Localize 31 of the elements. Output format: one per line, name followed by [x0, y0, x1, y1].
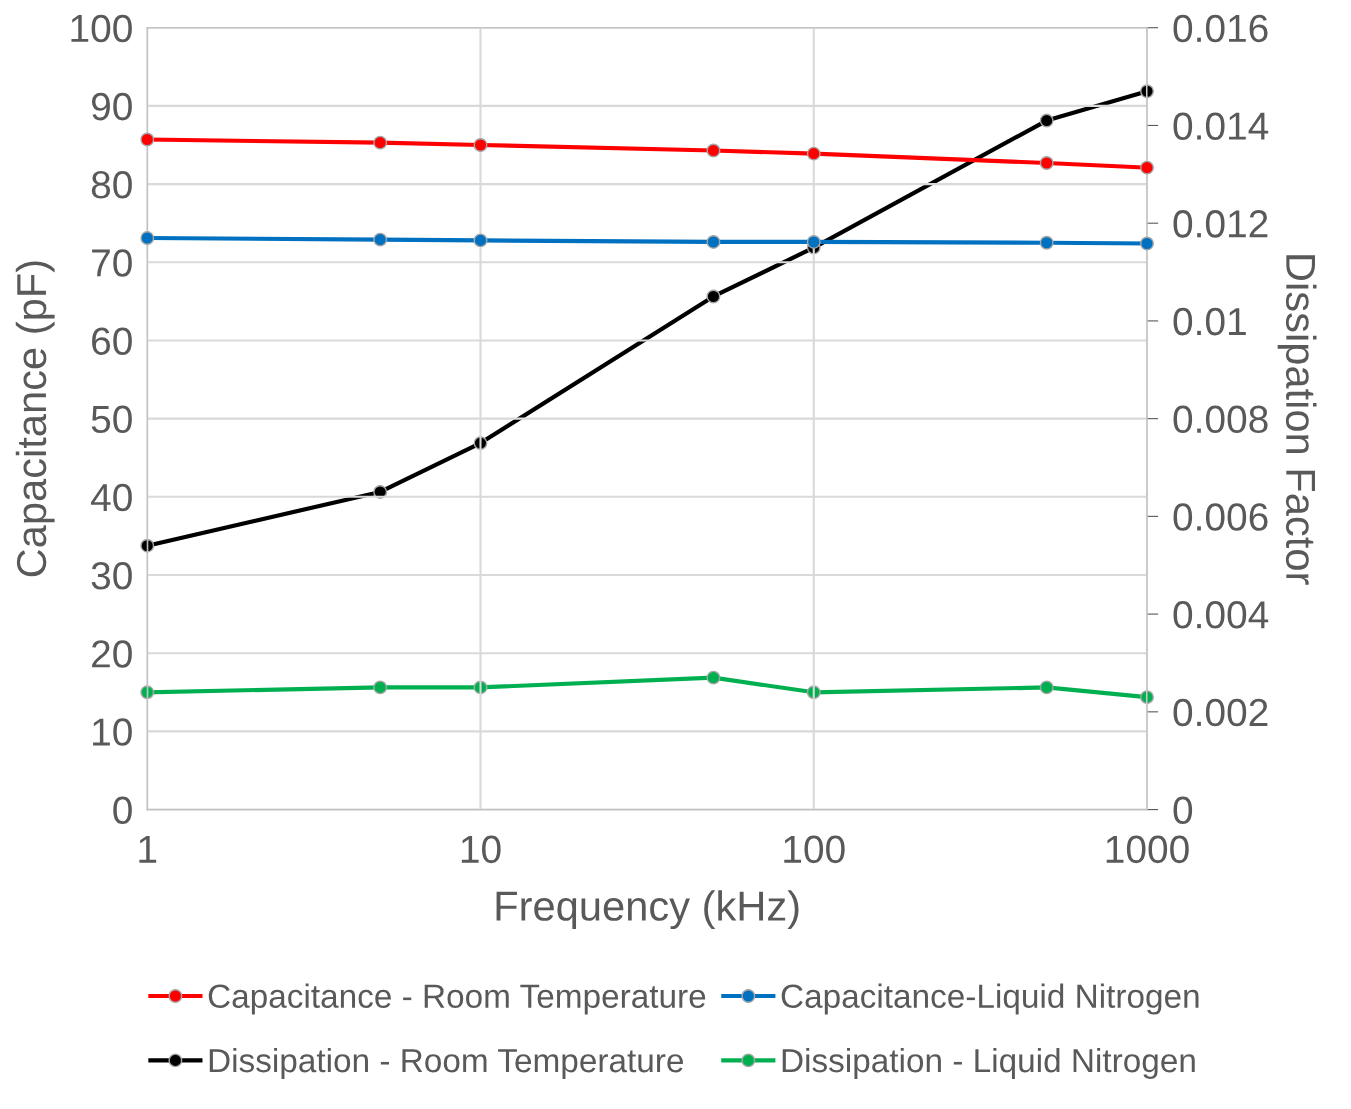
y2-tick-label: 0.004	[1173, 601, 1269, 629]
y2-tick-label: 0	[1173, 796, 1193, 825]
y2-tick-label: 0.002	[1173, 698, 1268, 727]
y2-tick-label: 0.006	[1173, 503, 1268, 531]
y-tick-label: 20	[92, 640, 132, 668]
x-tick-label: 1	[139, 836, 157, 863]
legend-label: Capacitance-Liquid Nitrogen	[781, 983, 1199, 1015]
y-tick-label: 80	[91, 171, 132, 199]
y2-tick-label: 0.014	[1173, 112, 1269, 140]
y-tick-label: 50	[91, 405, 132, 434]
y-tick-label: 40	[91, 483, 132, 512]
legend-label: Dissipation - Liquid Nitrogen	[782, 1047, 1195, 1079]
x-axis-title: Frequency (kHz)	[496, 890, 799, 930]
x-tick-label: 100	[784, 835, 845, 864]
y2-tick-label: 0.008	[1173, 405, 1268, 434]
y-axis-title: Capacitance (pF)	[15, 261, 55, 577]
y-tick-label: 10	[93, 718, 132, 746]
y-tick-label: 30	[91, 561, 132, 590]
legend-label: Dissipation - Room Temperature	[209, 1047, 683, 1079]
y-tick-label: 90	[91, 92, 132, 121]
y-tick-label: 70	[92, 249, 132, 277]
y2-tick-label: 0.01	[1173, 307, 1246, 336]
y-tick-label: 100	[71, 14, 132, 43]
x-tick-label: 1000	[1106, 835, 1189, 864]
y-tick-label: 0	[113, 796, 132, 825]
y2-axis-title: Dissipation Factor	[1277, 255, 1317, 585]
y2-tick-label: 0.012	[1173, 210, 1268, 238]
y-tick-label: 60	[92, 327, 132, 355]
x-tick-label: 10	[461, 835, 501, 864]
y2-tick-label: 0.016	[1173, 14, 1268, 43]
legend-label: Capacitance - Room Temperature	[208, 983, 706, 1015]
